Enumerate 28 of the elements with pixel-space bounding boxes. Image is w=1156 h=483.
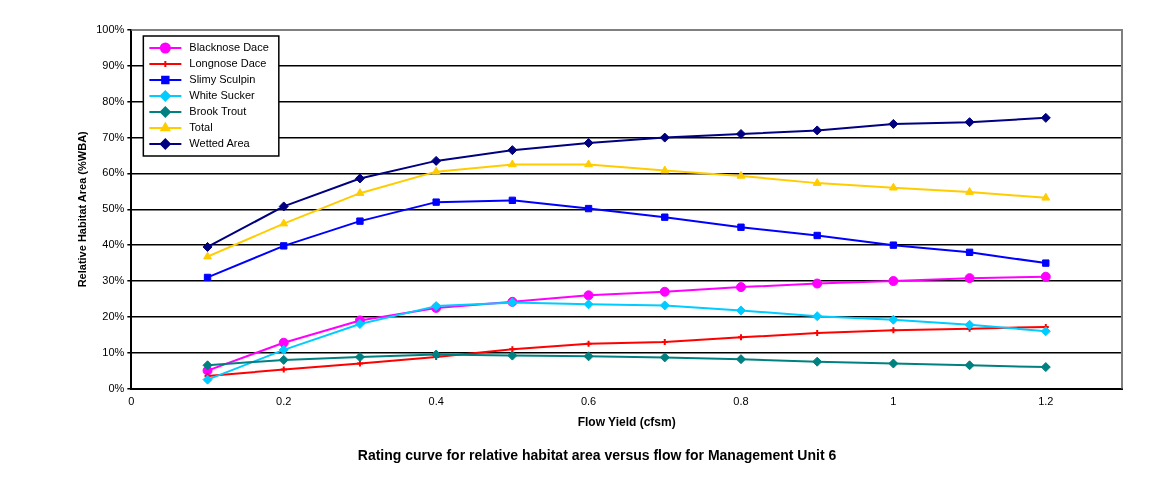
y-tick-label: 60% [102,166,125,179]
x-tick-label: 0.4 [428,395,444,408]
y-tick-label: 0% [108,381,125,394]
legend-label: Slimy Sculpin [189,73,256,86]
legend-label: Brook Trout [189,105,247,118]
x-tick-label: 0 [128,395,135,408]
x-axis-title: Flow Yield (cfsm) [577,415,676,430]
x-tick-label: 1.2 [1038,395,1054,408]
text: Rating curve for relative habitat area versus flow for Management Unit 6 [357,447,837,464]
y-tick-label: 90% [102,58,125,71]
legend-label: Longnose Dace [189,57,267,70]
y-tick-label: 30% [102,274,125,287]
y-tick-label: 100% [96,23,125,36]
y-tick-label: 80% [102,94,125,107]
legend-label: White Sucker [189,89,256,102]
legend-label: Blacknose Dace [189,41,269,54]
y-tick-label: 20% [102,309,125,322]
y-tick-label: 40% [102,238,125,251]
x-tick-label: 0.6 [580,395,597,408]
legend-label: Wetted Area [189,137,251,150]
x-tick-label: 0.8 [733,395,749,408]
legend-label: Total [189,121,213,134]
y-tick-label: 70% [102,130,125,143]
x-tick-label: 1 [890,395,897,408]
y-tick-label: 10% [102,345,125,358]
y-tick-label: 50% [102,202,125,215]
y-axis-title: Relative Habitat Area (%WBA) [75,130,88,288]
x-tick-label: 0.2 [276,395,292,408]
